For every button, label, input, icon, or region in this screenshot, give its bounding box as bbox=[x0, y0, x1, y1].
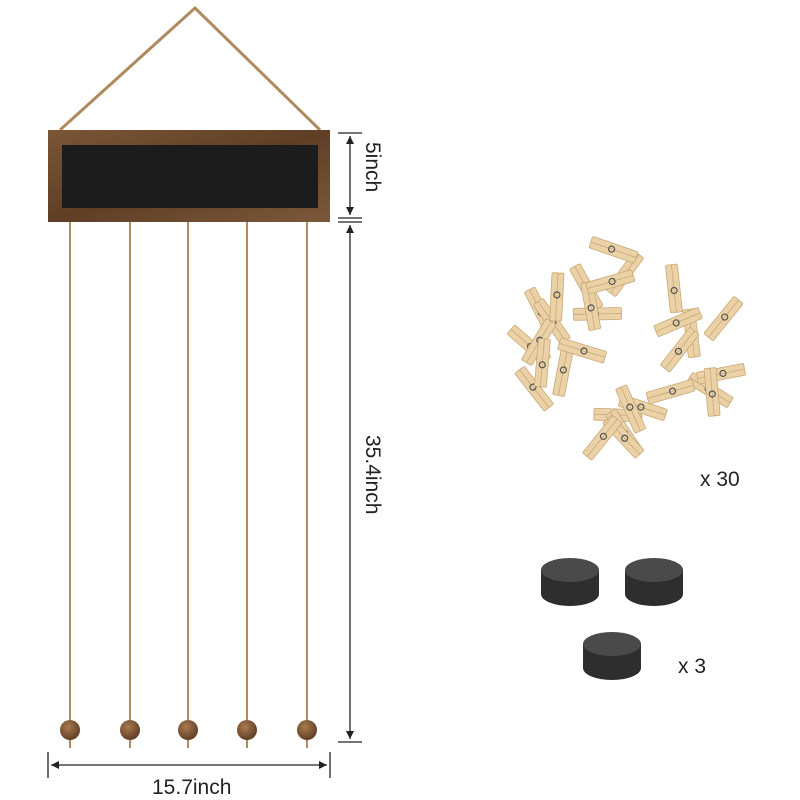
clothespin-icon bbox=[660, 327, 699, 373]
bead-icon bbox=[297, 720, 317, 740]
magnet-icon bbox=[583, 632, 641, 680]
dimension-lines bbox=[47, 132, 362, 778]
hanging-strings bbox=[60, 222, 317, 748]
clothespin-icon bbox=[703, 296, 744, 341]
clothespin-icon bbox=[665, 263, 683, 314]
clothespin-icon bbox=[703, 367, 721, 417]
chalkboard bbox=[62, 145, 318, 208]
string-with-bead bbox=[120, 222, 140, 748]
string-with-bead bbox=[237, 222, 257, 748]
clothespin-icon bbox=[582, 415, 622, 461]
string-with-bead bbox=[297, 222, 317, 748]
bead-icon bbox=[60, 720, 80, 740]
clothespin-icon bbox=[653, 307, 703, 337]
clothespin-icon bbox=[557, 337, 607, 364]
magnet-icon bbox=[541, 558, 599, 606]
clothespin-icon bbox=[615, 384, 646, 434]
clothespin-icon bbox=[549, 272, 565, 322]
string-with-bead bbox=[178, 222, 198, 748]
clothespin-icon bbox=[645, 379, 696, 405]
magnet-icon bbox=[625, 558, 683, 606]
board-height-label: 5inch bbox=[361, 142, 384, 193]
clothespin-icon bbox=[696, 363, 746, 385]
clips-count: x 30 bbox=[700, 468, 740, 491]
magnets-count: x 3 bbox=[678, 655, 707, 678]
width-label: 15.7inch bbox=[152, 776, 232, 799]
clothespin-icon bbox=[588, 236, 639, 264]
chalkboard-frame bbox=[48, 130, 330, 222]
magnets-group bbox=[541, 558, 683, 680]
hanging-rope bbox=[58, 5, 322, 132]
string-height-label: 35.4inch bbox=[361, 435, 384, 515]
clothespin-icon bbox=[552, 347, 574, 397]
bead-icon bbox=[237, 720, 257, 740]
string-with-bead bbox=[60, 222, 80, 748]
clothespins-group bbox=[507, 236, 746, 461]
bead-icon bbox=[178, 720, 198, 740]
clothespin-icon bbox=[534, 338, 551, 388]
clothespin-icon bbox=[585, 269, 635, 295]
bead-icon bbox=[120, 720, 140, 740]
